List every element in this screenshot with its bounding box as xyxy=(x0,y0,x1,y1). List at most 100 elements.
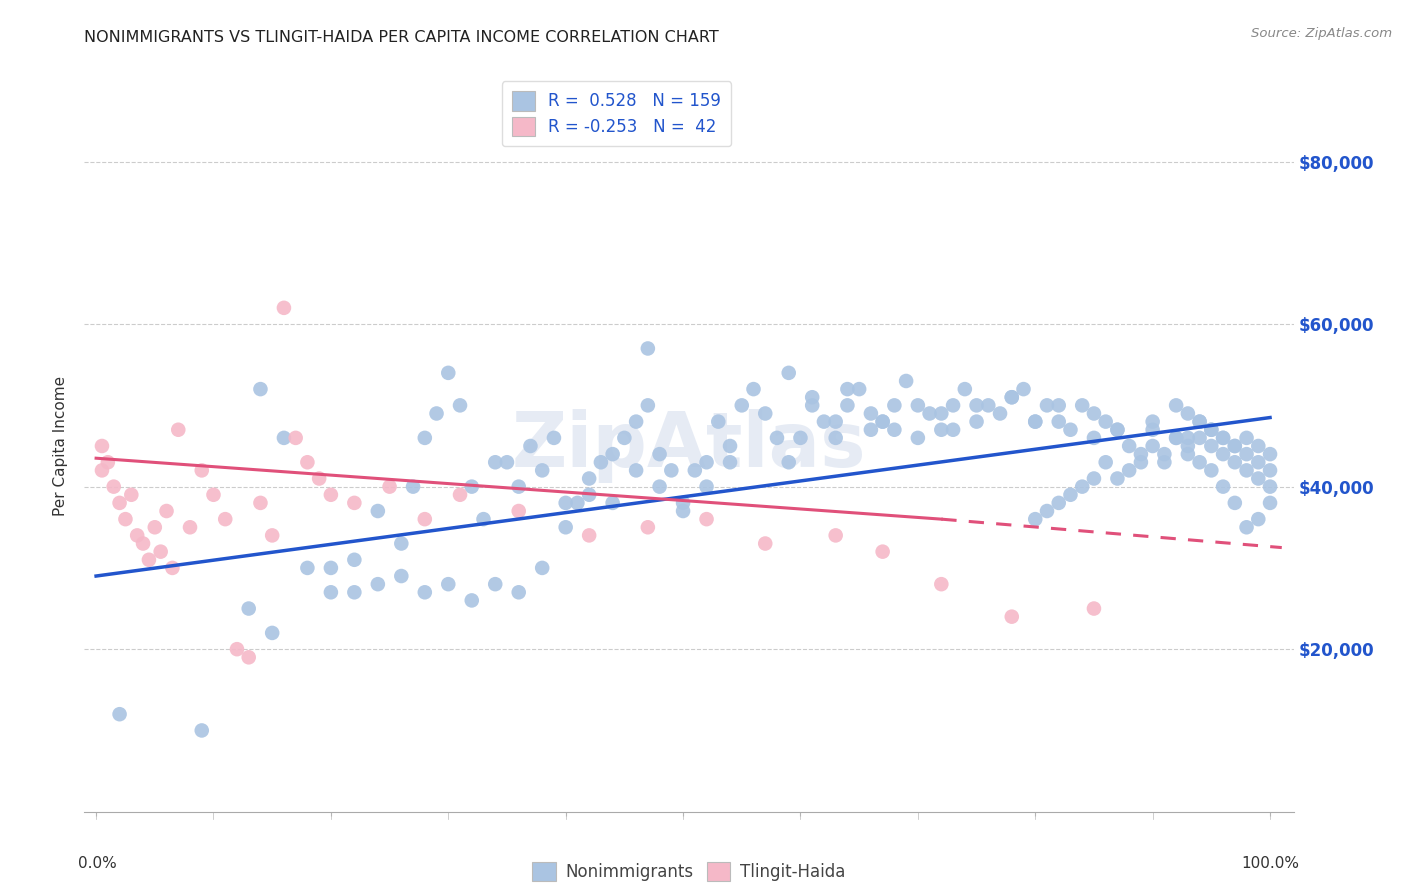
Point xyxy=(953,382,976,396)
Point xyxy=(824,415,846,429)
Point xyxy=(1236,463,1258,477)
Point xyxy=(378,480,401,494)
Point xyxy=(1094,415,1116,429)
Point xyxy=(1258,480,1281,494)
Point xyxy=(778,366,800,380)
Point xyxy=(872,415,894,429)
Point xyxy=(696,455,718,469)
Point xyxy=(1201,463,1223,477)
Point xyxy=(624,463,647,477)
Point xyxy=(648,480,671,494)
Point xyxy=(966,415,988,429)
Point xyxy=(425,407,447,421)
Point xyxy=(519,439,541,453)
Point xyxy=(1036,398,1059,412)
Point xyxy=(602,496,624,510)
Point xyxy=(1059,423,1081,437)
Point xyxy=(190,723,212,738)
Point xyxy=(1188,415,1211,429)
Point xyxy=(789,431,811,445)
Point xyxy=(496,455,519,469)
Point xyxy=(718,439,741,453)
Point xyxy=(1071,398,1094,412)
Point xyxy=(988,407,1011,421)
Text: NONIMMIGRANTS VS TLINGIT-HAIDA PER CAPITA INCOME CORRELATION CHART: NONIMMIGRANTS VS TLINGIT-HAIDA PER CAPIT… xyxy=(84,29,718,45)
Point xyxy=(461,593,484,607)
Point xyxy=(1083,471,1105,485)
Point xyxy=(262,626,284,640)
Point xyxy=(1024,512,1046,526)
Point xyxy=(1188,431,1211,445)
Y-axis label: Per Capita Income: Per Capita Income xyxy=(53,376,69,516)
Point xyxy=(1236,447,1258,461)
Point xyxy=(1047,496,1070,510)
Point xyxy=(1188,415,1211,429)
Point xyxy=(1258,463,1281,477)
Point xyxy=(1212,431,1234,445)
Point xyxy=(179,520,201,534)
Point xyxy=(472,512,495,526)
Point xyxy=(1153,447,1175,461)
Point xyxy=(1142,423,1164,437)
Point xyxy=(1024,415,1046,429)
Point xyxy=(1223,496,1246,510)
Point xyxy=(343,553,366,567)
Point xyxy=(659,463,682,477)
Point xyxy=(1094,455,1116,469)
Point xyxy=(508,585,530,599)
Point xyxy=(1083,407,1105,421)
Point xyxy=(696,512,718,526)
Point xyxy=(91,463,114,477)
Point xyxy=(1129,447,1152,461)
Point xyxy=(437,366,460,380)
Point xyxy=(1247,455,1270,469)
Point xyxy=(578,488,600,502)
Point xyxy=(1223,439,1246,453)
Point xyxy=(249,496,271,510)
Point xyxy=(813,415,835,429)
Point xyxy=(1201,423,1223,437)
Point xyxy=(1012,382,1035,396)
Point xyxy=(308,471,330,485)
Point xyxy=(343,496,366,510)
Point xyxy=(567,496,589,510)
Point xyxy=(1001,390,1024,404)
Point xyxy=(1201,439,1223,453)
Point xyxy=(1059,488,1081,502)
Point xyxy=(1001,609,1024,624)
Point xyxy=(883,423,905,437)
Point xyxy=(1047,398,1070,412)
Point xyxy=(907,398,929,412)
Point xyxy=(837,398,859,412)
Point xyxy=(461,480,484,494)
Point xyxy=(543,431,565,445)
Point xyxy=(103,480,125,494)
Point xyxy=(162,561,184,575)
Point xyxy=(484,577,506,591)
Point xyxy=(554,496,576,510)
Point xyxy=(859,423,882,437)
Text: 100.0%: 100.0% xyxy=(1241,855,1299,871)
Point xyxy=(108,496,131,510)
Point xyxy=(683,463,706,477)
Point xyxy=(1212,447,1234,461)
Point xyxy=(872,544,894,558)
Point xyxy=(718,455,741,469)
Point xyxy=(155,504,177,518)
Point xyxy=(1118,439,1140,453)
Point xyxy=(1024,415,1046,429)
Point xyxy=(1212,431,1234,445)
Point xyxy=(613,431,636,445)
Point xyxy=(731,398,754,412)
Point xyxy=(214,512,236,526)
Point xyxy=(918,407,941,421)
Point xyxy=(1258,496,1281,510)
Point xyxy=(1247,512,1270,526)
Point xyxy=(1247,439,1270,453)
Point xyxy=(343,585,366,599)
Point xyxy=(1166,431,1188,445)
Text: ZipAtlas: ZipAtlas xyxy=(512,409,866,483)
Point xyxy=(637,520,659,534)
Point xyxy=(1223,439,1246,453)
Point xyxy=(367,504,389,518)
